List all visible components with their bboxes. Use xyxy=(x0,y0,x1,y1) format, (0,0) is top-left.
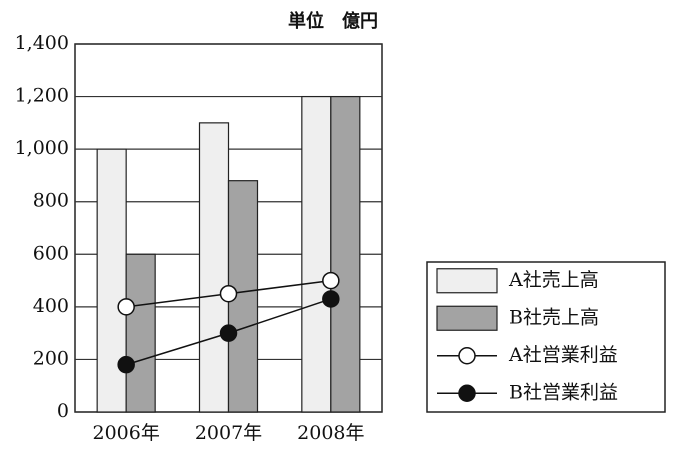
y-tick-label: 200 xyxy=(33,347,69,369)
y-tick-label: 800 xyxy=(33,190,69,212)
y-tick-label: 600 xyxy=(33,242,69,264)
marker xyxy=(219,284,238,303)
legend-swatch xyxy=(436,305,498,331)
chart-title: 単位 億円 xyxy=(288,10,378,32)
legend-marker xyxy=(458,384,476,402)
legend-marker xyxy=(458,347,476,365)
x-tick-label: 2008年 xyxy=(297,422,364,444)
legend-swatch xyxy=(436,268,498,294)
marker xyxy=(117,298,135,316)
bar xyxy=(330,95,361,413)
legend-label: A社営業利益 xyxy=(508,344,618,366)
legend-label: B社売上高 xyxy=(509,306,599,328)
bar xyxy=(301,95,332,413)
y-tick-label: 1,200 xyxy=(15,85,69,107)
bar xyxy=(125,253,156,413)
marker xyxy=(322,271,340,290)
y-tick-label: 0 xyxy=(57,400,69,422)
bar xyxy=(198,122,230,413)
legend-label: A社売上高 xyxy=(508,269,599,291)
y-tick-label: 400 xyxy=(33,295,69,317)
marker xyxy=(219,324,238,342)
y-tick-label: 1,400 xyxy=(15,32,69,54)
y-tick-label: 1,000 xyxy=(15,137,69,159)
x-tick-label: 2007年 xyxy=(195,422,262,444)
marker xyxy=(117,355,135,374)
x-tick-label: 2006年 xyxy=(92,422,159,444)
legend-label: B社営業利益 xyxy=(509,381,618,403)
marker xyxy=(322,290,340,308)
bar xyxy=(96,148,127,413)
